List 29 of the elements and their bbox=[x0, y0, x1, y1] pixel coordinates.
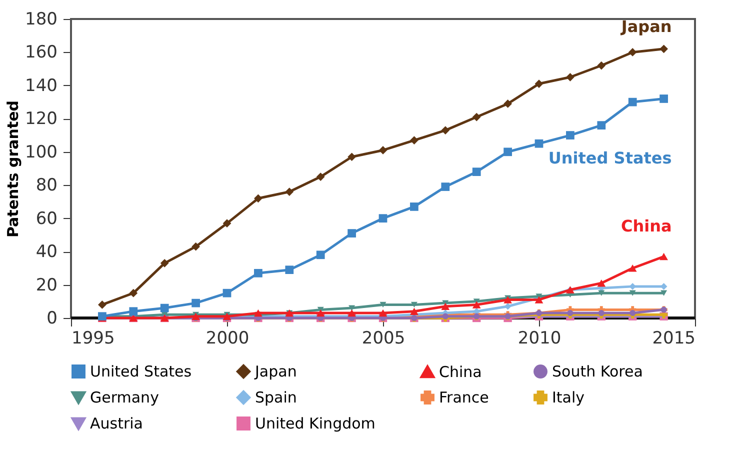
annotation: China bbox=[620, 216, 672, 236]
y-tick-label: 40 bbox=[36, 242, 58, 262]
x-tick-label: 2015 bbox=[652, 328, 696, 348]
x-tick-label: 2005 bbox=[362, 328, 406, 348]
legend-label: South Korea bbox=[552, 362, 643, 381]
legend-label: Spain bbox=[255, 388, 297, 406]
legend-label: Italy bbox=[552, 388, 585, 406]
y-tick-label: 180 bbox=[25, 10, 58, 30]
legend-label: France bbox=[439, 388, 489, 406]
y-tick-label: 20 bbox=[36, 275, 58, 296]
x-tick-label: 2010 bbox=[518, 328, 562, 348]
y-tick-label: 120 bbox=[25, 109, 58, 130]
y-tick-label: 80 bbox=[36, 176, 58, 196]
y-tick-label: 60 bbox=[36, 208, 58, 229]
annotation: United States bbox=[548, 148, 672, 168]
x-tick-label: 2000 bbox=[206, 328, 250, 348]
y-tick-label: 0 bbox=[46, 308, 58, 328]
y-tick-label: 140 bbox=[25, 76, 58, 96]
legend-label: United Kingdom bbox=[255, 414, 376, 432]
legend-label: China bbox=[439, 362, 482, 381]
y-tick-label: 100 bbox=[25, 142, 58, 162]
x-tick-label: 1995 bbox=[72, 328, 115, 348]
annotation: Japan bbox=[620, 16, 672, 36]
y-tick-label: 160 bbox=[25, 42, 58, 63]
legend-label: Austria bbox=[90, 414, 143, 432]
legend-label: United States bbox=[90, 362, 192, 381]
y-axis-title: Patents granted bbox=[4, 100, 22, 238]
legend-label: Germany bbox=[90, 388, 160, 406]
legend-label: Japan bbox=[254, 362, 297, 381]
